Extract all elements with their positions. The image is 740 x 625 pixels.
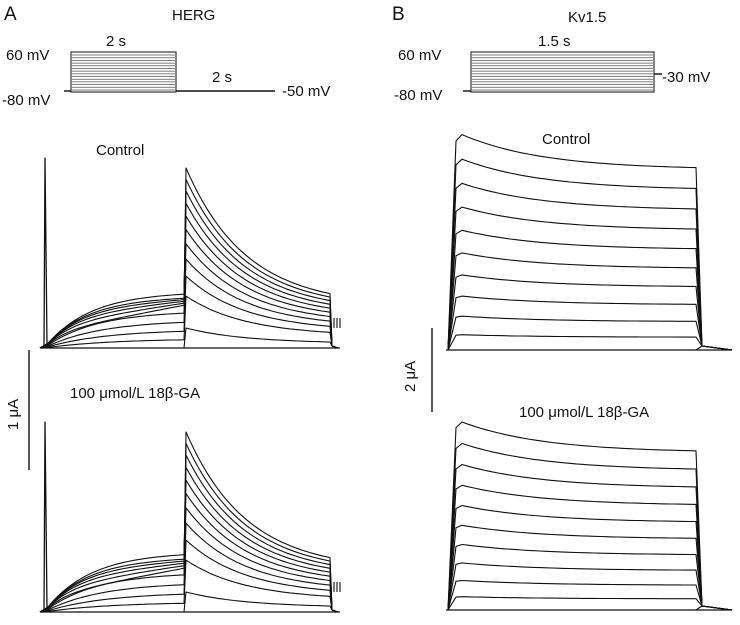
herg-current-trace	[39, 431, 339, 613]
kv-step-duration-label: 1.5 s	[538, 33, 571, 50]
panel-a: A HERG 60 mV -80 mV 2 s 2 s -50 mV Contr…	[2, 4, 341, 613]
herg-current-trace	[39, 522, 339, 613]
herg-current-trace	[39, 167, 339, 349]
kv-control-current-trace	[447, 334, 733, 351]
herg-current-trace	[39, 275, 339, 349]
kv-control-current-trace	[447, 182, 733, 351]
herg-current-trace	[39, 215, 339, 349]
kv-control-current-trace	[447, 295, 733, 351]
kv-drug-current-trace	[447, 504, 733, 611]
kv-scale-label: 2 μA	[402, 361, 419, 392]
panel-b-letter: B	[392, 4, 405, 25]
kv-drug-current-trace	[447, 463, 733, 611]
herg-current-trace	[39, 559, 339, 613]
kv-control-current-trace	[447, 158, 733, 351]
kv-step-box	[470, 51, 655, 93]
herg-current-trace	[39, 258, 339, 349]
kv-drug-label: 100 μmol/L 18β-GA	[519, 404, 649, 421]
herg-current-trace	[39, 479, 339, 613]
kv-drug-current-trace	[447, 442, 733, 611]
panel-b-title: Kv1.5	[568, 9, 606, 26]
herg-step-duration-label: 2 s	[106, 33, 126, 50]
kv-control-current-trace	[447, 206, 733, 351]
panel-b: B Kv1.5 60 mV -80 mV 1.5 s -30 mV Contro…	[392, 4, 733, 611]
herg-voltage-hold-label: -80 mV	[2, 92, 50, 109]
herg-current-trace	[39, 243, 339, 349]
kv-control-current-trace	[447, 229, 733, 351]
kv-drug-current-trace	[447, 543, 733, 611]
kv-drug-traces	[446, 421, 733, 611]
panel-a-letter: A	[4, 4, 17, 25]
herg-tail-duration-label: 2 s	[212, 69, 232, 86]
kv-drug-current-trace	[447, 421, 733, 611]
kv-control-current-trace	[447, 274, 733, 351]
herg-step-lines	[72, 54, 175, 91]
kv-voltage-top-label: 60 mV	[398, 47, 441, 64]
herg-control-traces	[39, 157, 341, 349]
herg-current-trace	[40, 327, 339, 349]
kv-voltage-hold-label: -80 mV	[394, 87, 442, 104]
herg-step-box	[70, 51, 177, 93]
herg-onset-artifact	[43, 157, 48, 349]
herg-voltage-tail-label: -50 mV	[282, 83, 330, 100]
herg-control-label: Control	[96, 142, 144, 159]
panel-a-title: HERG	[172, 7, 215, 24]
kv-control-current-trace	[447, 252, 733, 351]
herg-current-trace	[39, 190, 339, 349]
herg-current-trace	[39, 539, 339, 613]
herg-current-trace	[39, 295, 339, 349]
kv-control-current-trace	[447, 134, 733, 351]
herg-current-trace	[39, 202, 339, 349]
herg-scale-label: 1 μA	[5, 399, 22, 430]
kv-drug-current-trace	[447, 484, 733, 611]
herg-current-trace	[39, 442, 339, 613]
herg-onset-artifact	[43, 421, 48, 613]
herg-current-trace	[39, 466, 339, 613]
herg-current-trace	[39, 454, 339, 613]
kv-drug-current-trace	[447, 524, 733, 611]
herg-drug-label: 100 μmol/L 18β-GA	[70, 385, 200, 402]
kv-voltage-tail-label: -30 mV	[662, 69, 710, 86]
herg-drug-traces	[39, 421, 341, 613]
herg-current-trace	[39, 228, 339, 349]
kv-step-lines	[472, 54, 653, 91]
herg-current-trace	[39, 492, 339, 613]
kv-drug-current-trace	[447, 596, 733, 611]
herg-current-trace	[39, 178, 339, 349]
herg-voltage-top-label: 60 mV	[6, 47, 49, 64]
kv-drug-current-trace	[447, 579, 733, 611]
kv-control-traces	[446, 134, 733, 351]
kv-drug-current-trace	[447, 562, 733, 611]
kv-control-current-trace	[447, 315, 733, 351]
kv-protocol: 60 mV -80 mV 1.5 s -30 mV	[394, 33, 710, 104]
kv-control-label: Control	[542, 131, 590, 148]
herg-protocol: 60 mV -80 mV 2 s 2 s -50 mV	[2, 33, 330, 109]
